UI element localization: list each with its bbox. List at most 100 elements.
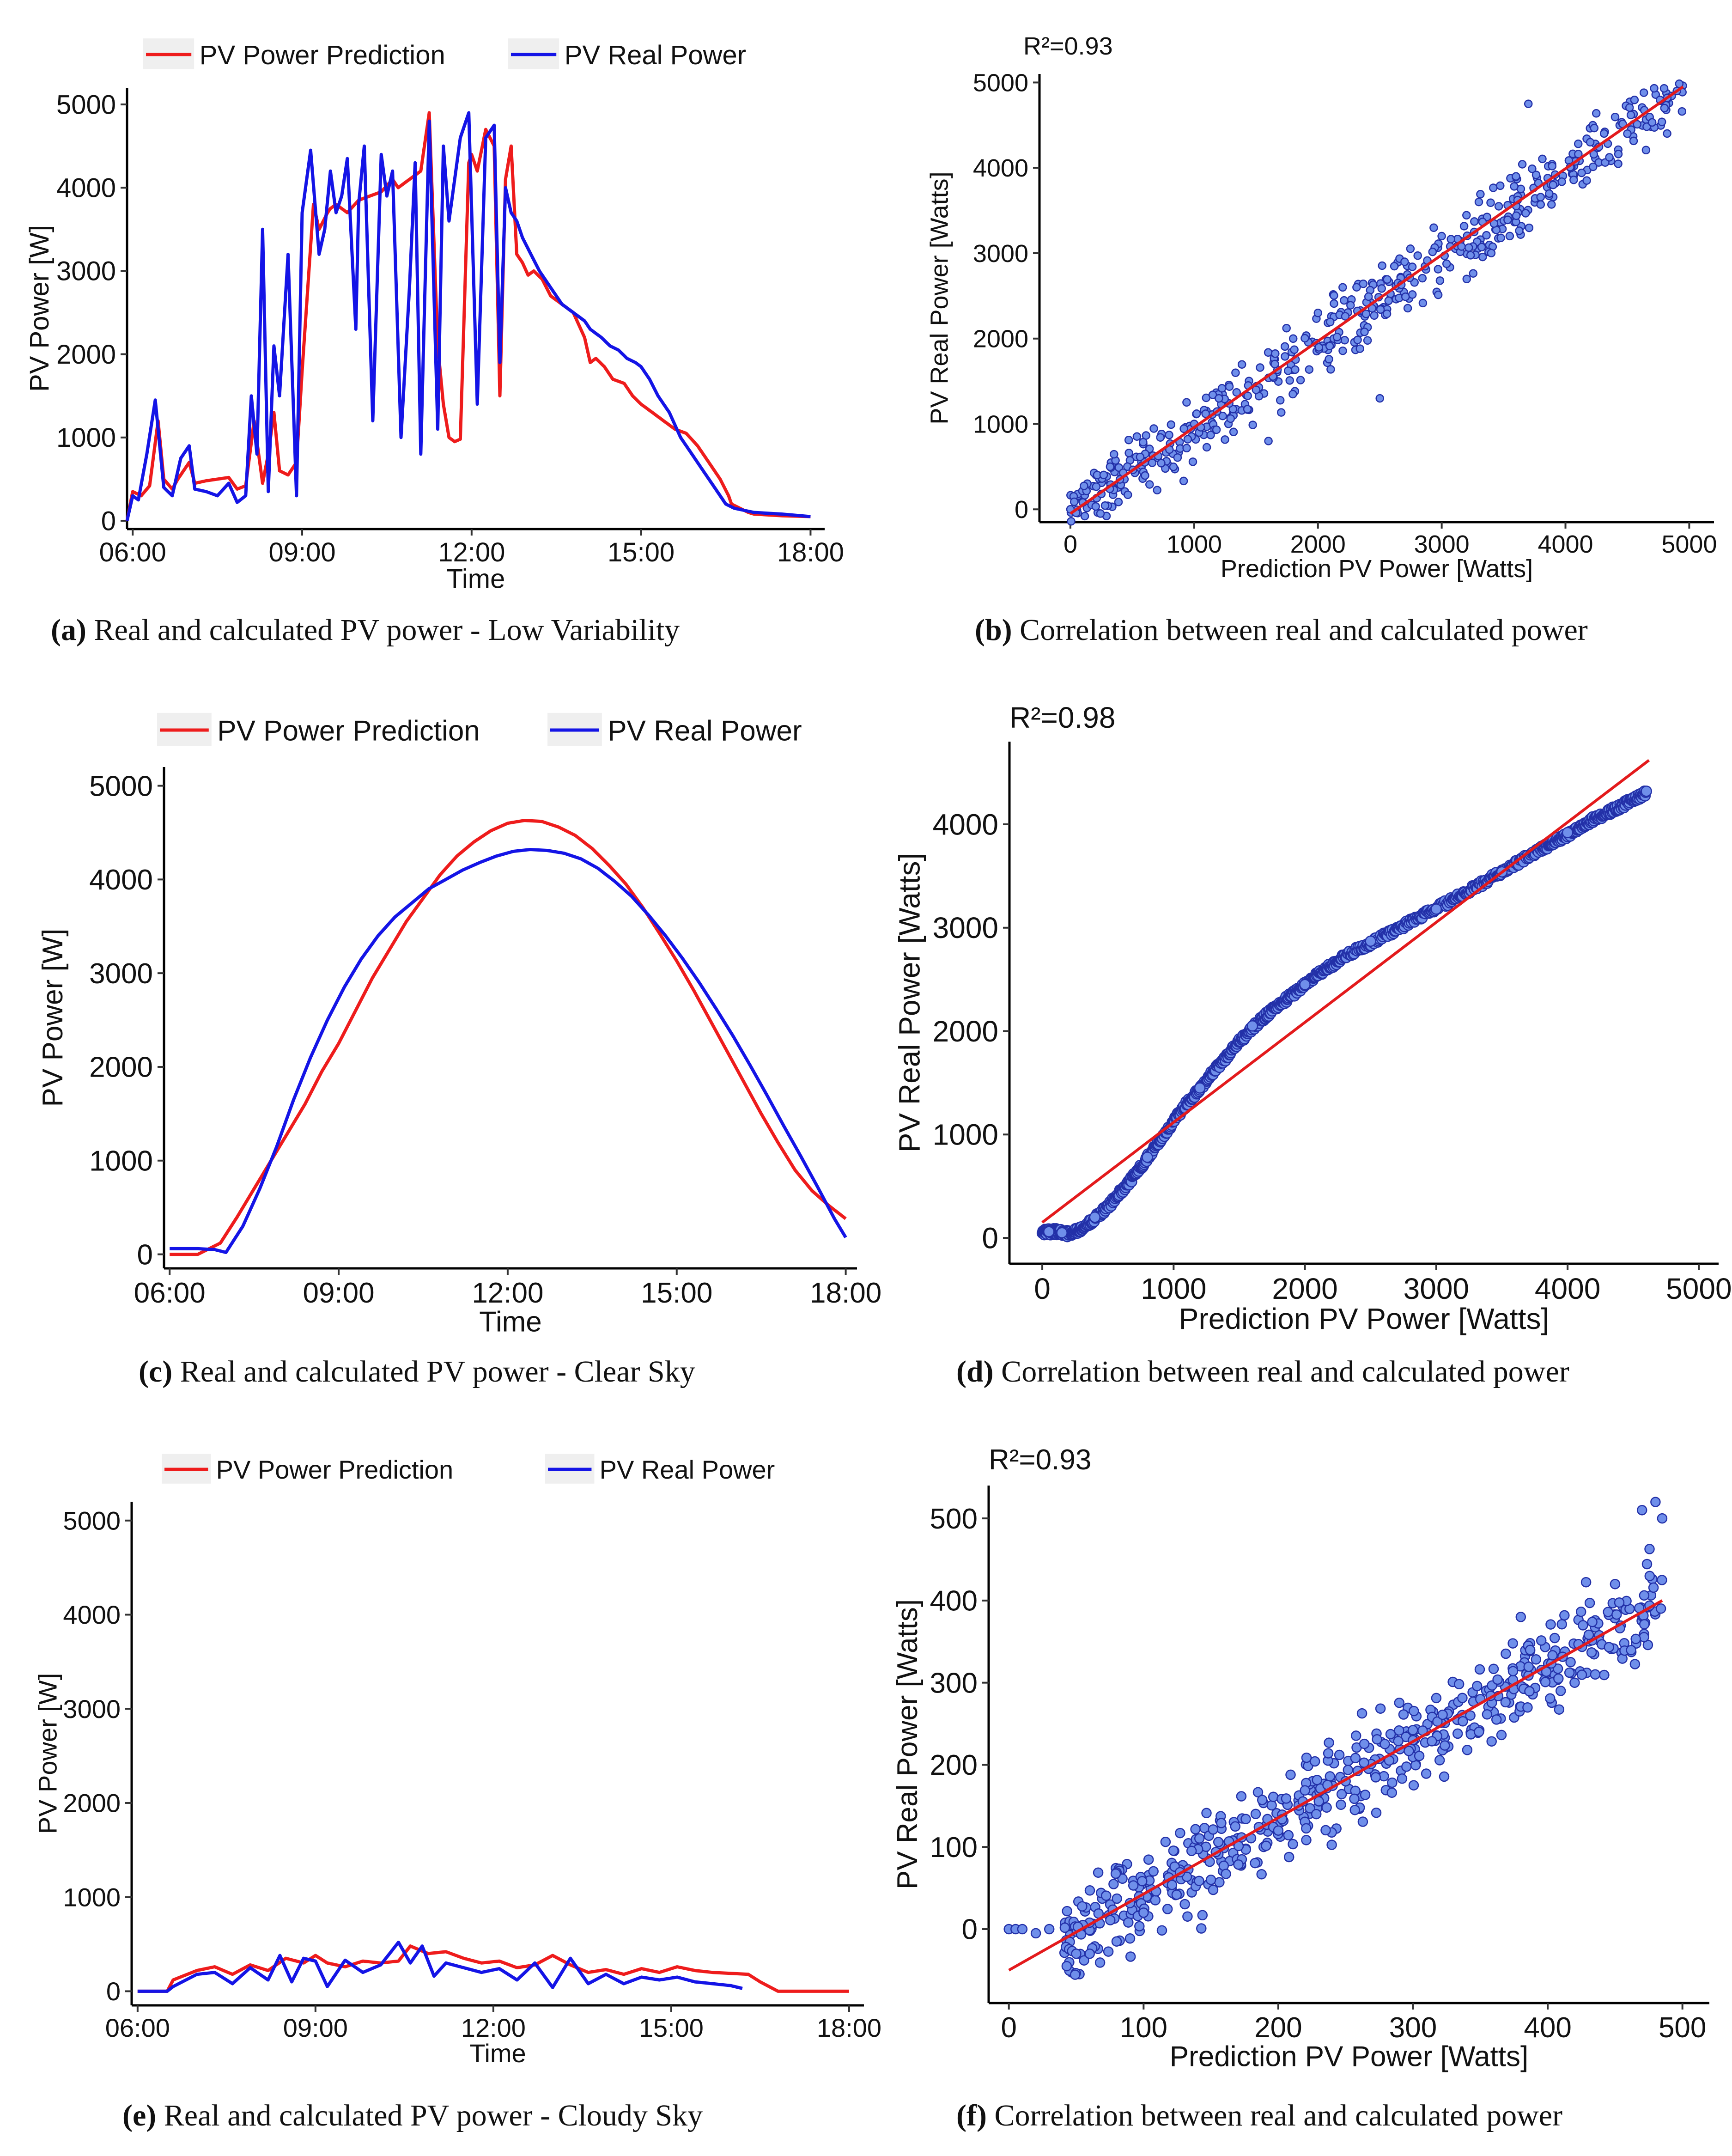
scatter-point — [1363, 336, 1372, 345]
scatter-point — [1179, 424, 1188, 433]
scatter-point — [1522, 1702, 1533, 1713]
chart-panel-b: 0 1000 2000 3000 4000 5000 0 1000 2000 3000 4000 50… — [926, 32, 1717, 647]
scatter-point — [1093, 1867, 1104, 1878]
scatter-point — [1659, 84, 1669, 93]
scatter-point — [1332, 333, 1342, 341]
scatter-point — [1124, 436, 1133, 445]
x-tick-label: 06:00 — [134, 1277, 206, 1309]
scatter-point — [1229, 427, 1238, 437]
y-tick-label: 0 — [106, 1977, 121, 2006]
y-tick-label: 3000 — [89, 958, 153, 990]
scatter-point — [1482, 1709, 1493, 1720]
x-tick-label: 09:00 — [268, 537, 335, 567]
scatter-point — [1128, 1880, 1139, 1891]
y-tick-label: 200 — [930, 1749, 978, 1781]
scatter-point — [1173, 453, 1182, 462]
scatter-point — [1421, 1768, 1432, 1779]
scatter-point — [1569, 176, 1578, 184]
x-tick-label: 0 — [1034, 1272, 1051, 1305]
scatter-point — [1305, 365, 1314, 374]
y-tick-label: 0 — [101, 506, 116, 536]
scatter-point — [1094, 1957, 1106, 1968]
y-axis-label: PV Real Power [Watts] — [892, 1599, 924, 1889]
y-tick-label: 0 — [1015, 496, 1028, 524]
scatter-point — [1232, 388, 1241, 397]
legend: PV Power Prediction PV Real Power — [157, 713, 802, 747]
scatter-point — [1091, 502, 1100, 511]
scatter-point — [1370, 311, 1379, 320]
scatter-point — [1590, 123, 1599, 133]
scatter-point — [1496, 181, 1505, 190]
x-tick-label: 09:00 — [303, 1277, 374, 1309]
scatter-point — [1365, 935, 1376, 947]
scatter-point — [1291, 365, 1300, 374]
scatter-point — [1524, 1686, 1535, 1697]
scatter-point — [1236, 1791, 1247, 1802]
y-tick-label: 500 — [930, 1503, 978, 1535]
scatter-point — [1139, 438, 1148, 447]
scatter-point — [1398, 1709, 1409, 1720]
scatter-point — [1500, 1697, 1511, 1708]
y-tick-label: 3000 — [56, 256, 116, 286]
scatter-point — [1657, 117, 1666, 127]
scatter-point — [1599, 129, 1609, 138]
y-axis-label: PV Real Power [Watts] — [926, 171, 954, 424]
scatter-point — [1536, 200, 1545, 209]
scatter-point — [1531, 171, 1541, 179]
scatter-point — [1103, 1946, 1114, 1957]
scatter-point — [1114, 498, 1123, 506]
scatter-point — [1208, 1824, 1219, 1835]
legend-label: PV Power Prediction — [200, 40, 445, 70]
scatter-point — [1439, 1771, 1450, 1782]
scatter-point — [1545, 1619, 1556, 1630]
scatter-point — [1186, 1845, 1197, 1857]
scatter-point — [1406, 244, 1415, 253]
scatter-point — [1141, 471, 1149, 480]
scatter-point — [1592, 109, 1601, 118]
scatter-point — [1124, 449, 1133, 457]
scatter-point — [1323, 1748, 1334, 1759]
scatter-point — [1554, 1704, 1565, 1715]
x-tick-label: 5000 — [1661, 530, 1717, 558]
scatter-point — [1357, 1816, 1368, 1827]
scatter-point — [1587, 1617, 1598, 1627]
scatter-point — [1250, 1809, 1261, 1820]
scatter-point — [1556, 1619, 1567, 1630]
y-tick-label: 2000 — [63, 1789, 121, 1818]
scatter-point — [1590, 1669, 1601, 1680]
scatter-point — [1256, 363, 1264, 372]
scatter-point — [1641, 1559, 1653, 1570]
scatter-point — [1548, 162, 1557, 171]
scatter-point — [1283, 366, 1293, 375]
y-tick-label: 1000 — [56, 423, 116, 453]
scatter-point — [1614, 159, 1623, 168]
y-tick-label: 3000 — [973, 240, 1028, 268]
scatter-point — [1350, 1753, 1361, 1764]
scatter-point — [1487, 249, 1496, 257]
scatter-point — [1149, 424, 1158, 433]
scatter-point — [1106, 462, 1115, 471]
scatter-point — [1252, 1787, 1264, 1798]
y-tick-label: 5000 — [56, 90, 116, 120]
scatter-point — [1549, 180, 1557, 189]
x-tick-label: 1000 — [1141, 1272, 1206, 1305]
scatter-point — [1360, 327, 1369, 336]
scatter-point — [1677, 107, 1687, 116]
scatter-point — [1644, 1571, 1655, 1582]
scatter-point — [1150, 1895, 1161, 1906]
scatter-point — [1385, 1729, 1396, 1740]
scatter-point — [1212, 425, 1221, 434]
scatter-point — [1030, 1928, 1041, 1939]
scatter-point — [1614, 150, 1623, 158]
scatter-point — [1248, 420, 1257, 429]
scatter-point — [1462, 211, 1471, 220]
scatter-point — [1429, 223, 1438, 232]
scatter-point — [1273, 1825, 1284, 1836]
scatter-point — [1320, 1825, 1331, 1836]
scatter-point — [1489, 183, 1498, 192]
scatter-point — [1156, 1925, 1167, 1936]
scatter-point — [1182, 444, 1191, 453]
scatter-point — [1110, 450, 1118, 459]
scatter-point — [1330, 299, 1338, 308]
x-tick-label: 4000 — [1538, 530, 1593, 558]
